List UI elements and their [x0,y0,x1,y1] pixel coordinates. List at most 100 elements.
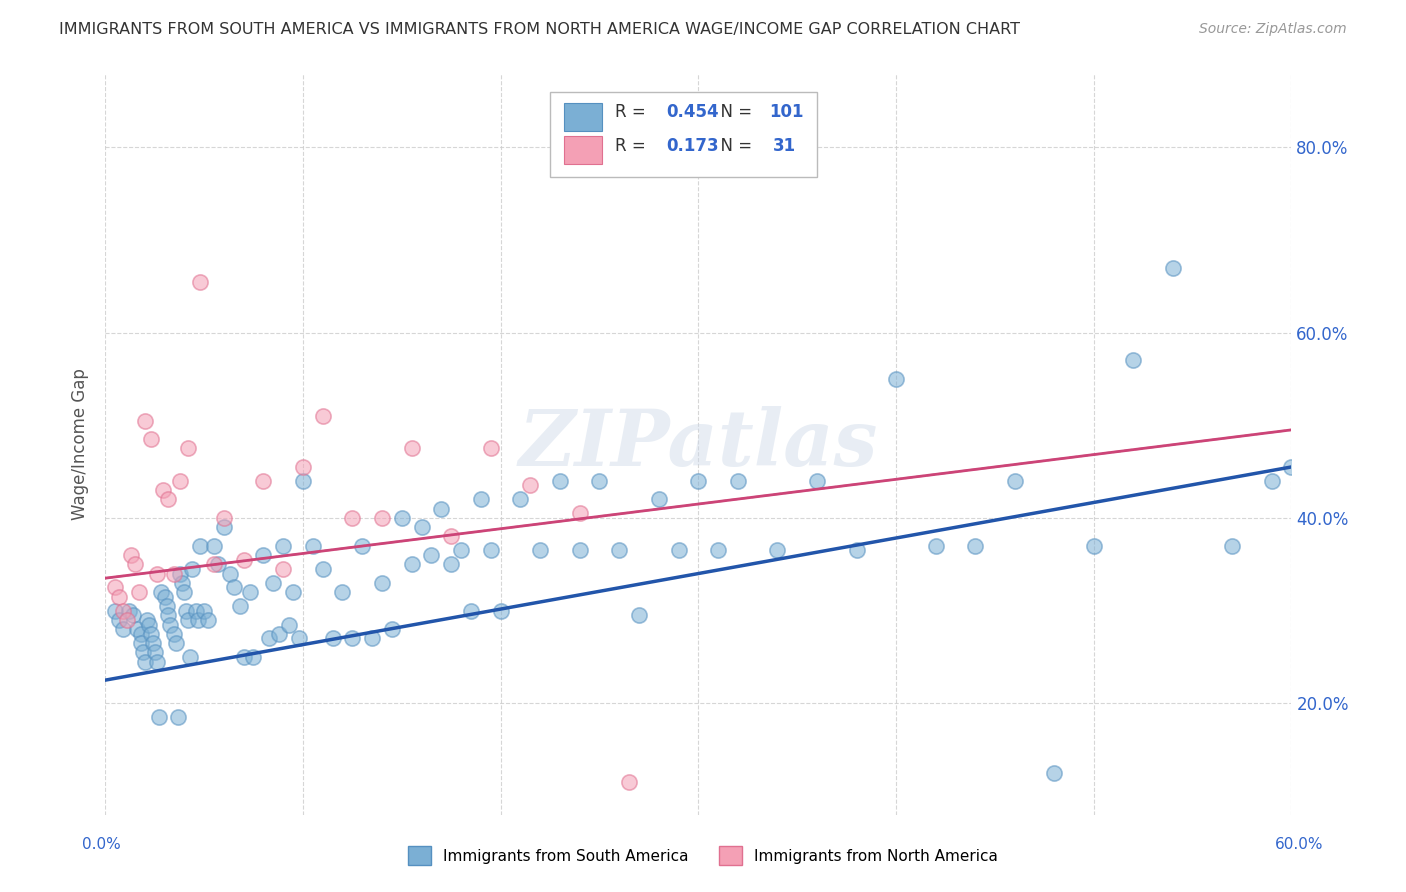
Text: 0.173: 0.173 [666,136,718,154]
Point [120,548,142,562]
Point [118,604,141,618]
Point [155,599,177,613]
Point [145,655,167,669]
Point [291,474,314,488]
Point [157,608,180,623]
Point [132,645,155,659]
Point [212,520,235,534]
Point [1004,474,1026,488]
Point [242,650,264,665]
Text: N =: N = [710,103,758,121]
Point [115,613,138,627]
Point [342,511,364,525]
Point [371,511,394,525]
Point [262,575,284,590]
Point [259,632,281,646]
Point [627,608,650,623]
Text: N =: N = [710,136,758,154]
Point [169,566,191,581]
Point [312,409,335,423]
Point [1220,539,1243,553]
Point [212,511,235,525]
Text: 0.454: 0.454 [666,103,718,121]
Point [177,442,200,456]
Point [188,539,211,553]
Point [104,581,127,595]
Point [1122,353,1144,368]
Point [188,275,211,289]
Point [104,604,127,618]
Point [884,372,907,386]
Point [252,548,274,562]
FancyBboxPatch shape [564,103,602,131]
Point [450,543,472,558]
Point [197,613,219,627]
Point [401,442,423,456]
FancyBboxPatch shape [564,136,602,164]
Point [149,585,172,599]
Point [342,632,364,646]
Point [129,636,152,650]
Point [420,548,443,562]
FancyBboxPatch shape [550,92,817,177]
Point [124,558,146,572]
Point [142,636,165,650]
Point [163,566,186,581]
Point [1161,260,1184,275]
Point [138,617,160,632]
Point [568,543,591,558]
Point [193,604,215,618]
Point [108,613,131,627]
Point [157,492,180,507]
Point [187,613,209,627]
Point [173,585,195,599]
Point [122,608,145,623]
Legend: Immigrants from South America, Immigrants from North America: Immigrants from South America, Immigrant… [402,840,1004,871]
Point [607,543,630,558]
Point [202,558,225,572]
Point [111,622,134,636]
Point [1043,765,1066,780]
Point [707,543,730,558]
Point [361,632,384,646]
Point [232,650,254,665]
Point [1083,539,1105,553]
Point [519,478,541,492]
Point [159,617,181,632]
Point [440,529,463,543]
Point [588,474,610,488]
Point [1260,474,1282,488]
Point [218,566,240,581]
Point [322,632,344,646]
Point [479,442,502,456]
Point [648,492,671,507]
Point [252,474,274,488]
Point [152,483,174,497]
Point [806,474,828,488]
Point [688,474,710,488]
Point [411,520,433,534]
Text: Source: ZipAtlas.com: Source: ZipAtlas.com [1199,22,1347,37]
Point [238,585,260,599]
Point [172,575,194,590]
Text: 0.0%: 0.0% [82,838,121,852]
Text: 31: 31 [773,136,796,154]
Point [470,492,492,507]
Point [163,627,186,641]
Point [548,474,571,488]
Point [1281,459,1303,474]
Point [371,575,394,590]
Point [153,590,176,604]
Point [391,511,413,525]
Text: IMMIGRANTS FROM SOUTH AMERICA VS IMMIGRANTS FROM NORTH AMERICA WAGE/INCOME GAP C: IMMIGRANTS FROM SOUTH AMERICA VS IMMIGRA… [59,22,1019,37]
Point [301,539,323,553]
Text: R =: R = [616,136,657,154]
Point [139,432,162,446]
Point [312,562,335,576]
Point [401,558,423,572]
Point [381,622,404,636]
Point [186,604,208,618]
Point [108,590,131,604]
Point [129,627,152,641]
Point [489,604,512,618]
